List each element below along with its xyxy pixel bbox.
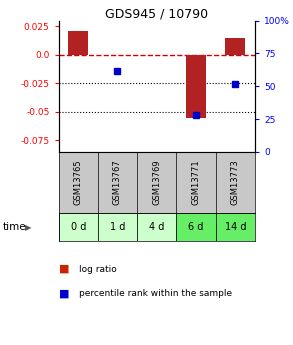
Bar — [226, 38, 245, 55]
Bar — [186, 55, 206, 118]
Text: 14 d: 14 d — [224, 222, 246, 232]
Text: 1 d: 1 d — [110, 222, 125, 232]
Text: ■: ■ — [59, 264, 69, 274]
Text: percentile rank within the sample: percentile rank within the sample — [79, 289, 232, 298]
Bar — [68, 31, 88, 55]
Text: GSM13773: GSM13773 — [231, 160, 240, 205]
Bar — [59, 213, 98, 242]
Text: GSM13771: GSM13771 — [192, 160, 200, 205]
Bar — [98, 213, 137, 242]
Text: ▶: ▶ — [25, 223, 31, 232]
Text: 4 d: 4 d — [149, 222, 164, 232]
Title: GDS945 / 10790: GDS945 / 10790 — [105, 8, 208, 21]
Text: GSM13769: GSM13769 — [152, 160, 161, 205]
Bar — [216, 213, 255, 242]
Text: 0 d: 0 d — [71, 222, 86, 232]
Text: time: time — [3, 222, 27, 232]
Text: GSM13767: GSM13767 — [113, 160, 122, 205]
Text: ■: ■ — [59, 288, 69, 298]
Text: GSM13765: GSM13765 — [74, 160, 83, 205]
Bar — [176, 213, 216, 242]
Bar — [137, 213, 176, 242]
Text: 6 d: 6 d — [188, 222, 204, 232]
Text: log ratio: log ratio — [79, 265, 117, 274]
